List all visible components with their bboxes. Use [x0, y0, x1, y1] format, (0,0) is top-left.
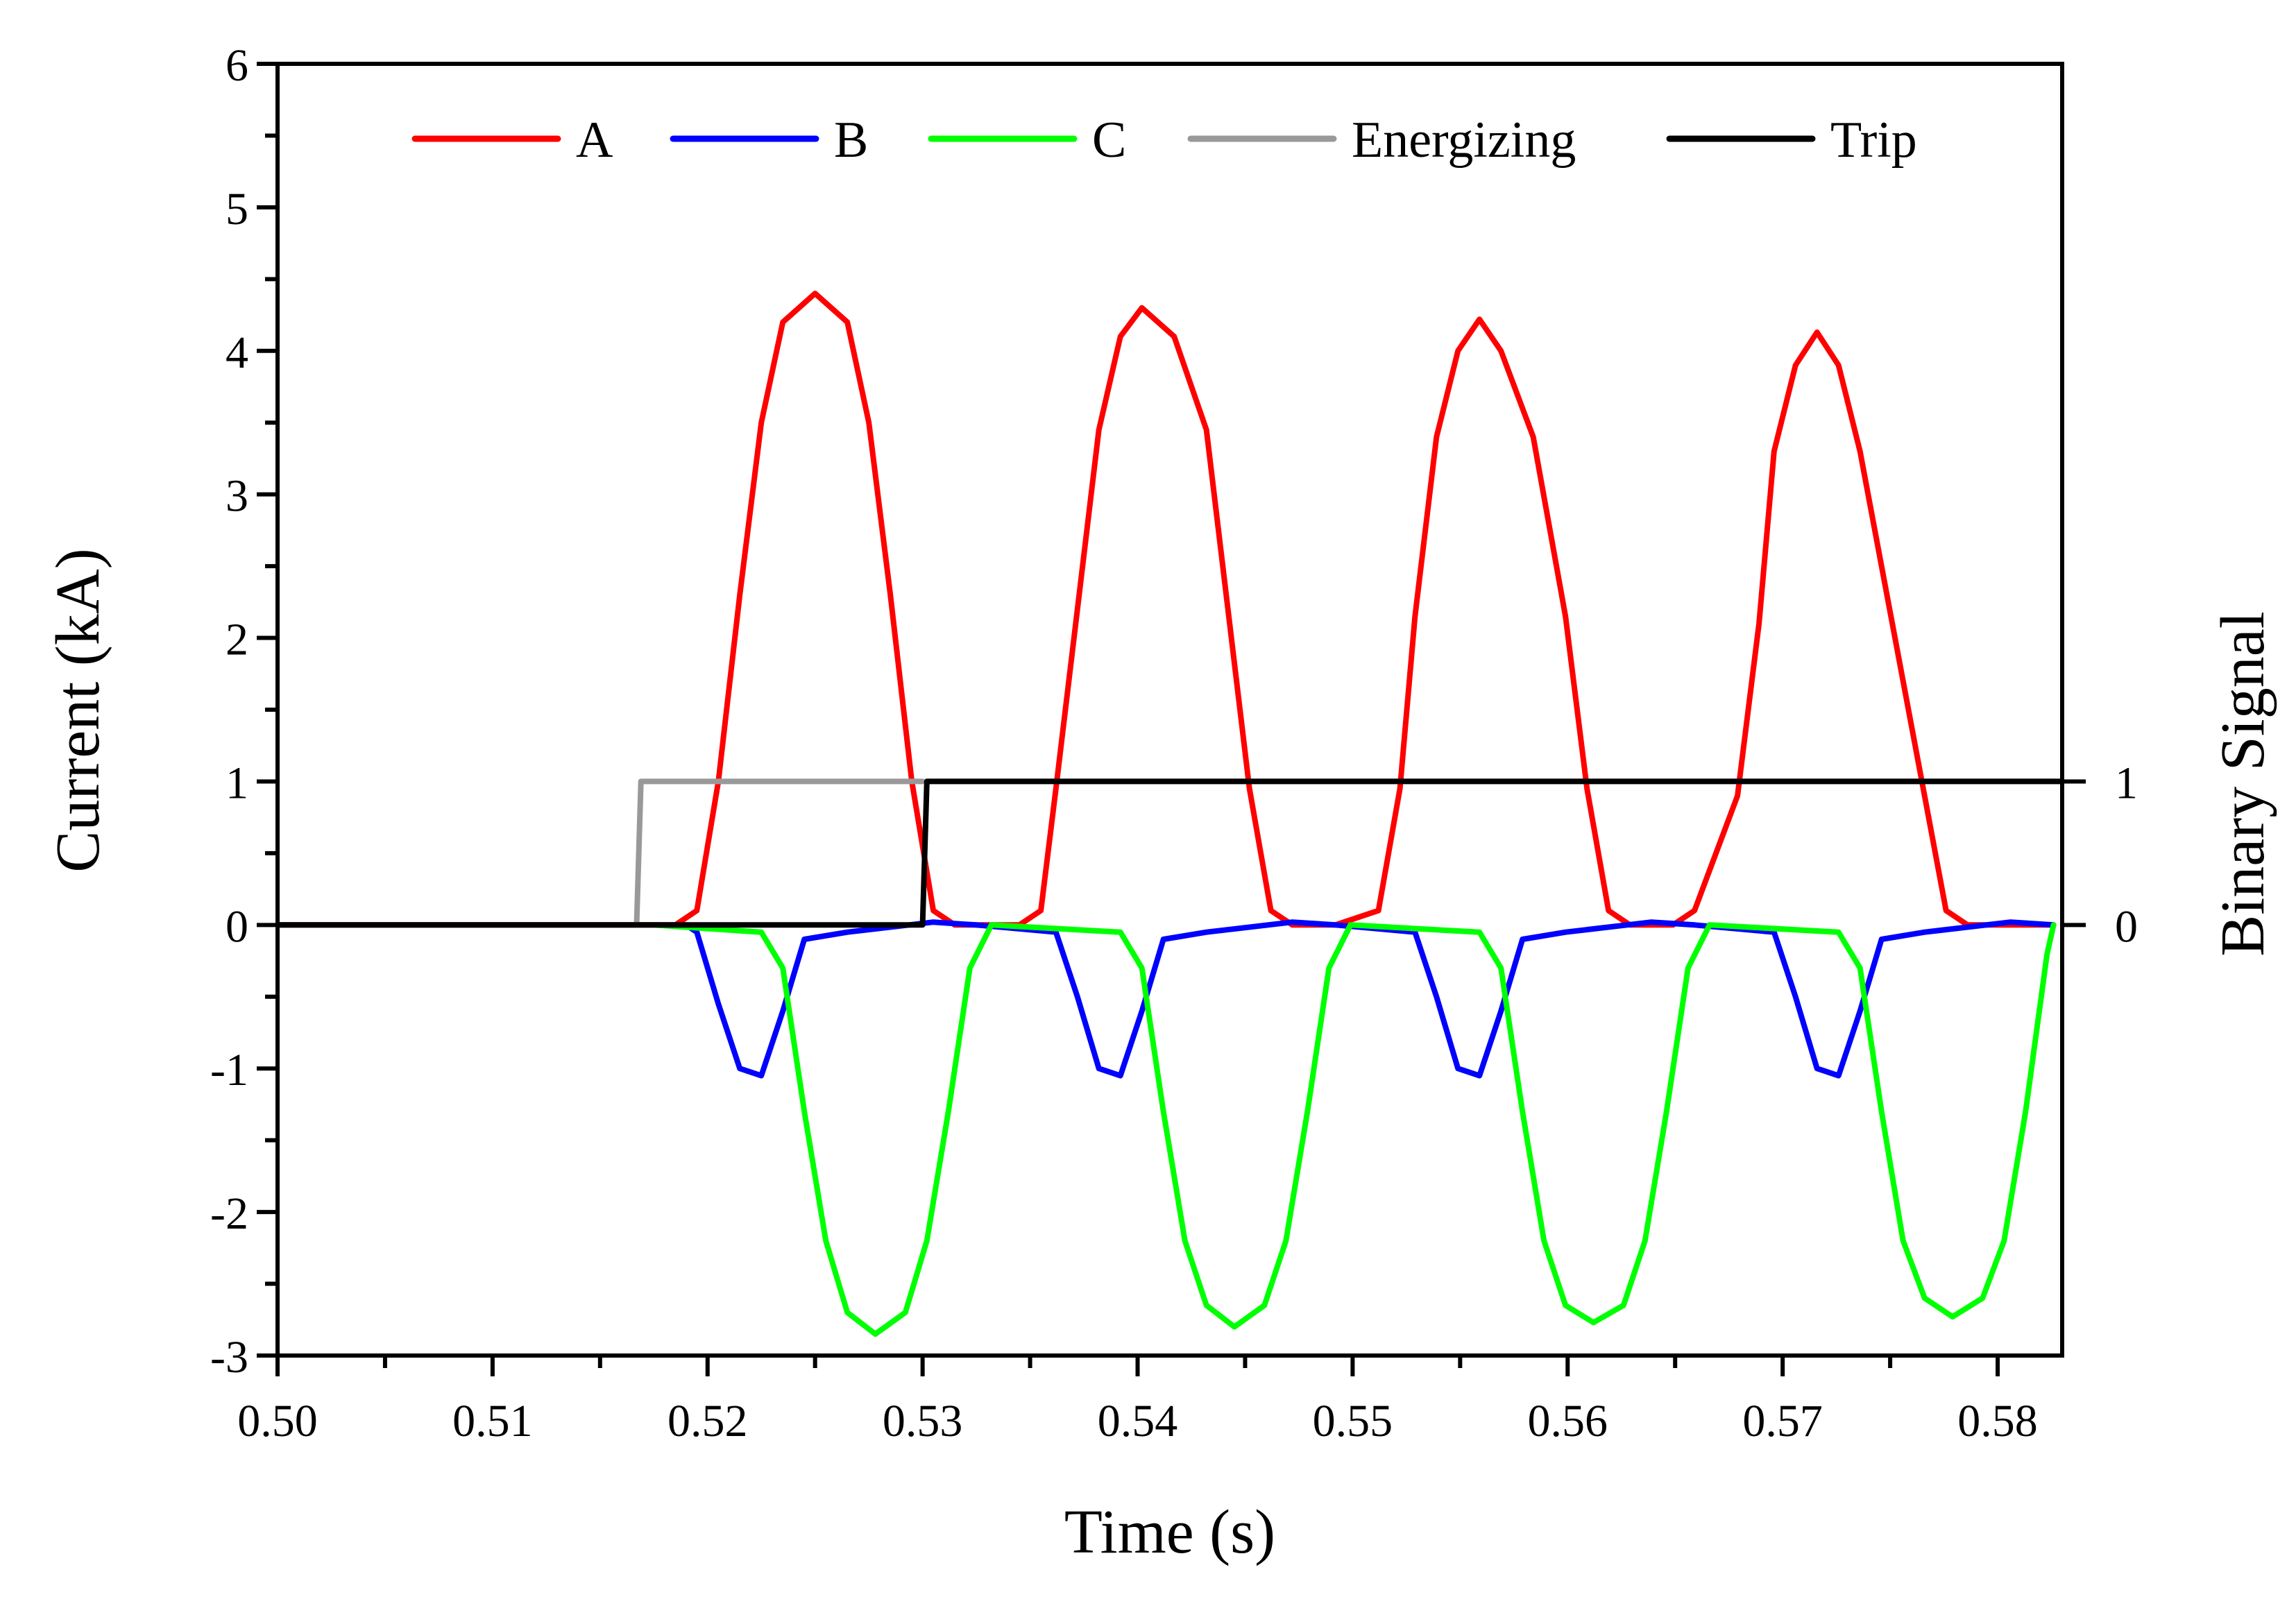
- y-tick-label: 3: [226, 471, 248, 522]
- x-tick-label: 0.58: [1957, 1396, 2038, 1446]
- legend-label-c: C: [1092, 112, 1126, 169]
- y-tick-label: -1: [210, 1045, 248, 1095]
- x-tick-label: 0.50: [237, 1396, 318, 1446]
- plot-frame: [275, 62, 2064, 1358]
- y-tick-label: 6: [226, 40, 248, 91]
- legend-label-trip: Trip: [1830, 112, 1917, 169]
- y-tick-label: -2: [210, 1188, 248, 1239]
- ticks-layer: 0.50 0.51 0.52 0.53 0.54 0.55 0.56 0.57 0.58 -3 -2…: [210, 40, 2138, 1446]
- y-tick-label: 5: [226, 184, 248, 234]
- x-axis-title: Time (s): [1064, 1498, 1275, 1566]
- series-layer: [275, 291, 2065, 1337]
- legend-label-a: A: [576, 112, 613, 169]
- y-tick-label: 0: [226, 901, 248, 952]
- y-tick-label: 2: [226, 615, 248, 665]
- x-tick-label: 0.54: [1098, 1396, 1178, 1446]
- x-tick-label: 0.52: [667, 1396, 748, 1446]
- y-tick-label: -3: [210, 1332, 248, 1383]
- series-line-c: [651, 922, 2057, 1337]
- series-line-b: [683, 919, 2057, 1079]
- y2-tick-label: 1: [2115, 758, 2138, 808]
- y-axis-title: Current (kA): [44, 548, 112, 872]
- y2-tick-label: 0: [2115, 901, 2138, 952]
- y2-axis-title: Binary Signal: [2209, 611, 2277, 956]
- series-line-energizing: [275, 778, 926, 928]
- x-tick-label: 0.53: [883, 1396, 963, 1446]
- y-tick-label: 1: [226, 758, 248, 808]
- legend-label-b: B: [834, 112, 868, 169]
- series-line-trip: [275, 778, 2065, 928]
- y-tick-label: 4: [226, 327, 248, 378]
- x-tick-label: 0.51: [452, 1396, 533, 1446]
- x-tick-label: 0.57: [1742, 1396, 1823, 1446]
- x-tick-label: 0.55: [1313, 1396, 1393, 1446]
- x-tick-label: 0.56: [1528, 1396, 1608, 1446]
- series-line-a: [275, 291, 2057, 928]
- legend-label-energizing: Energizing: [1352, 112, 1576, 169]
- legend: A B C Energizing Trip: [411, 112, 1917, 169]
